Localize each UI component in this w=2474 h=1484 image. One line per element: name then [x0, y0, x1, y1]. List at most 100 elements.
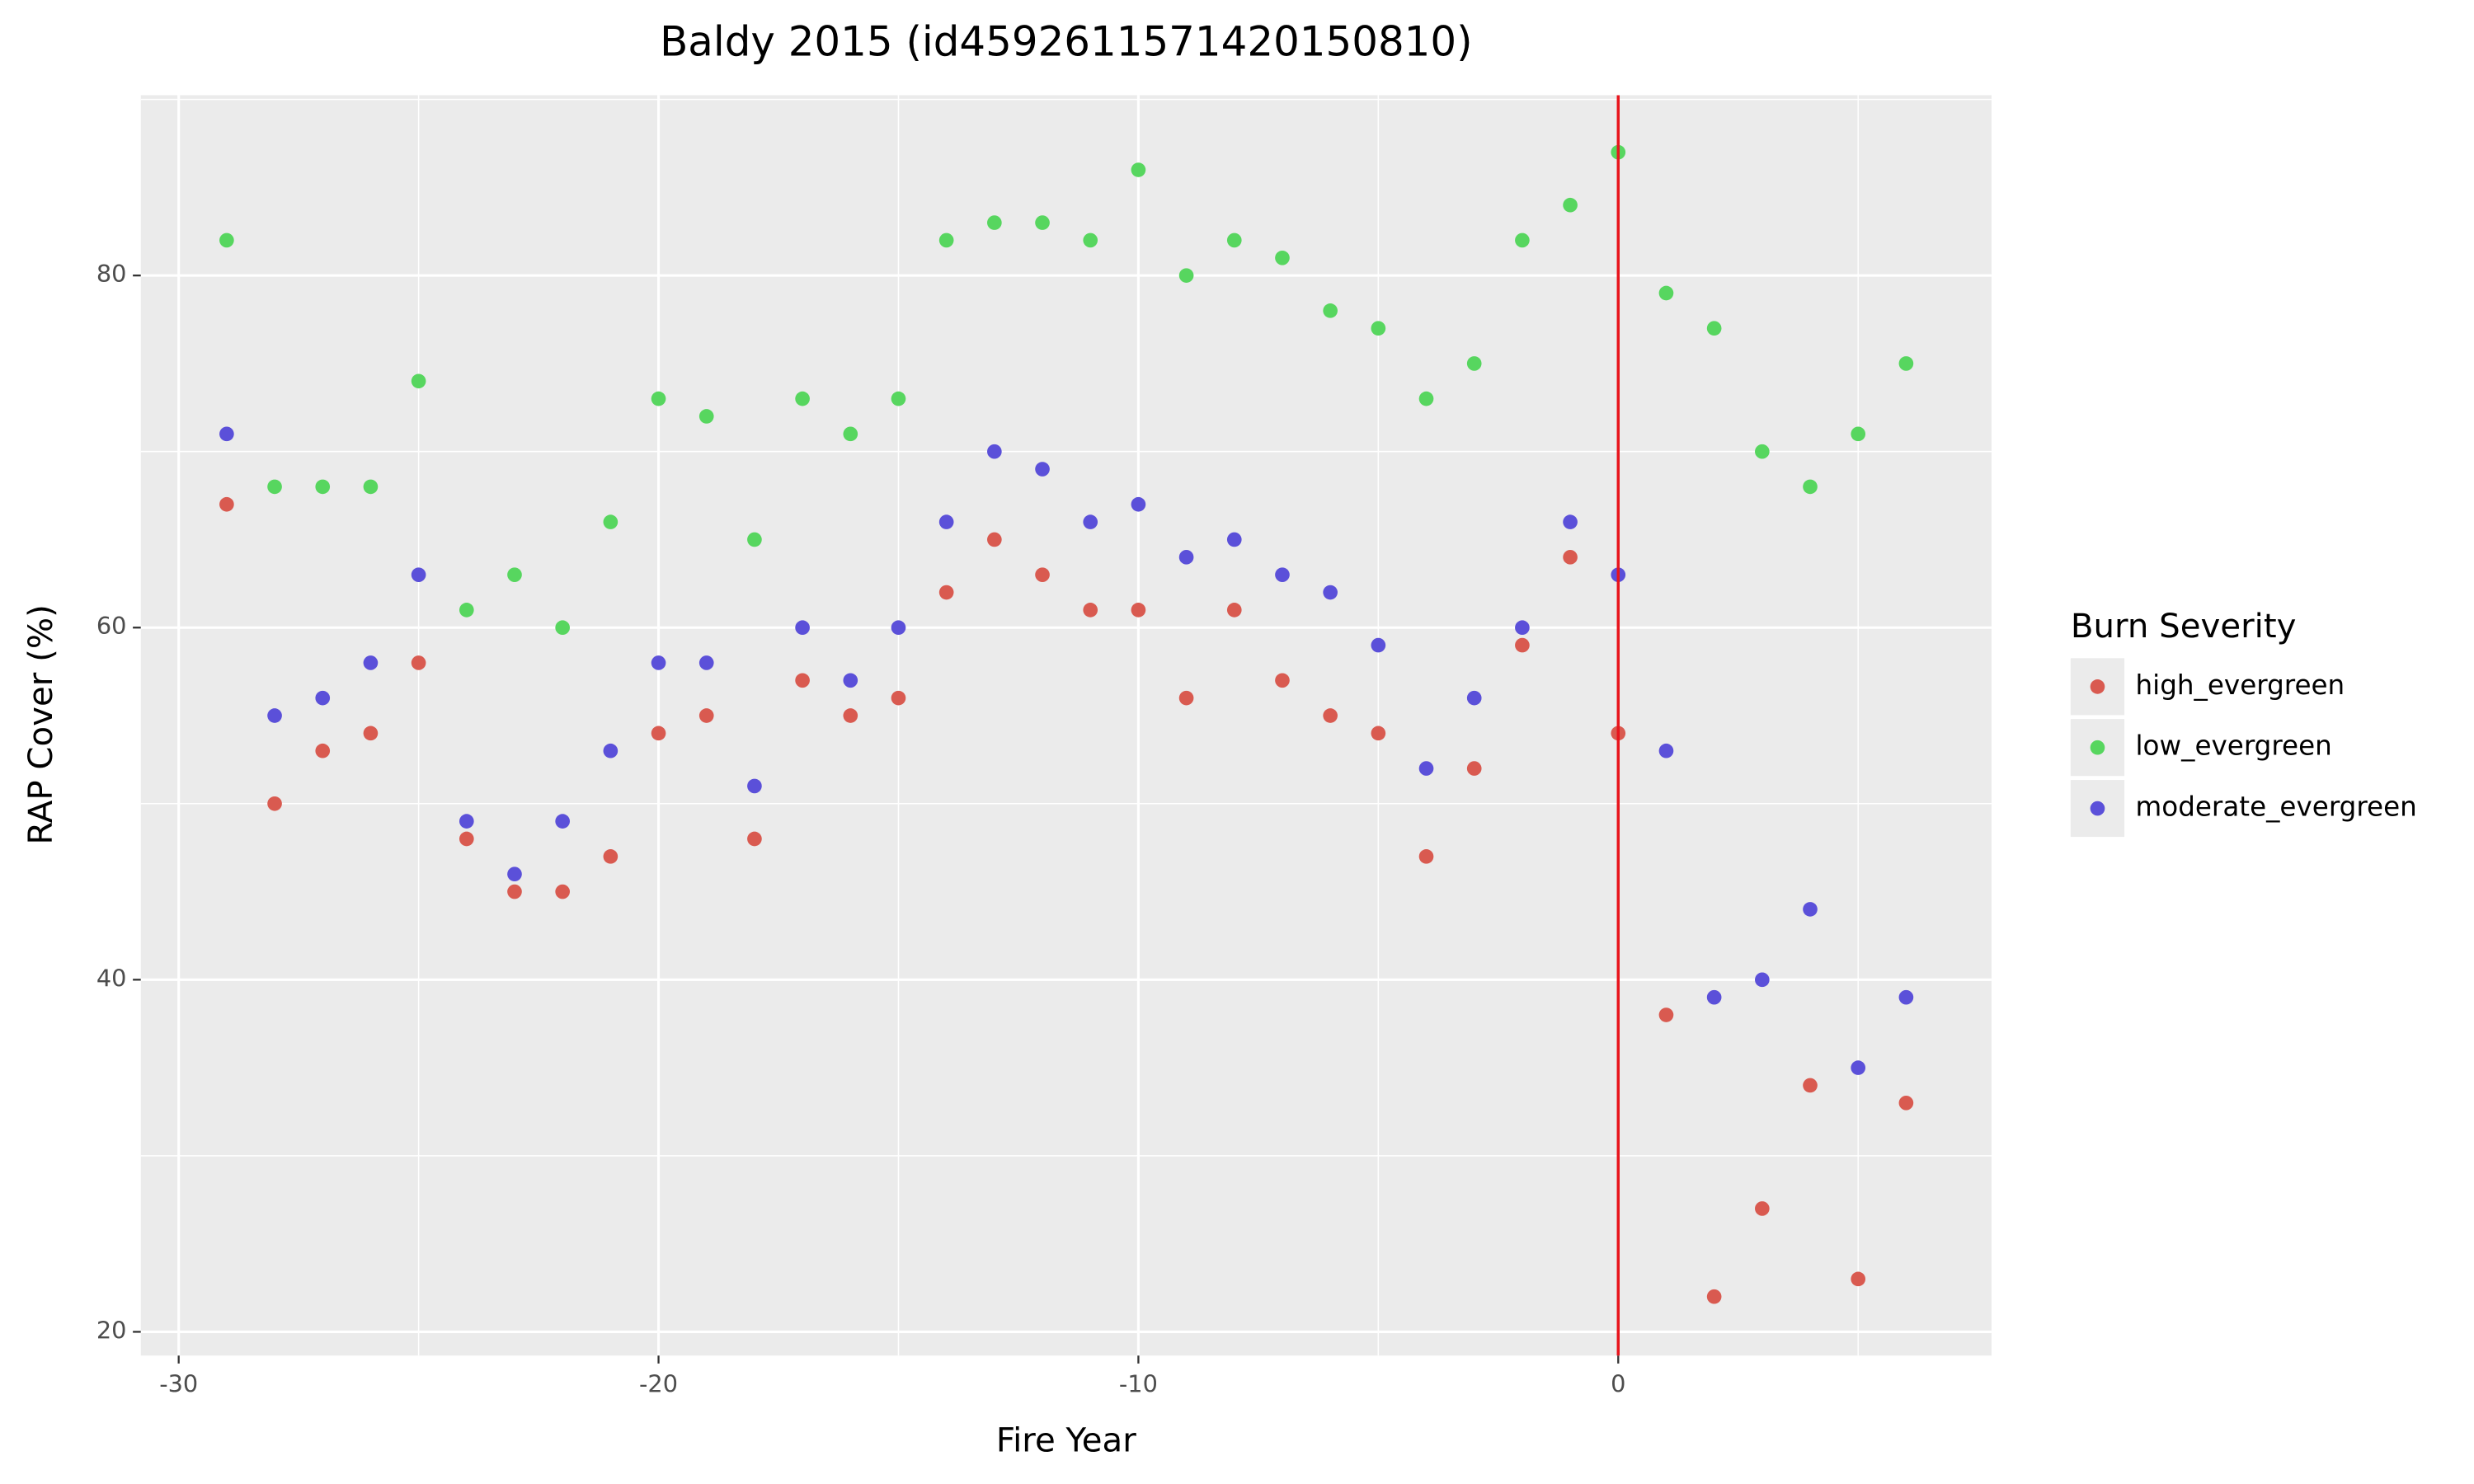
point	[411, 567, 426, 582]
point	[795, 673, 810, 688]
point	[603, 743, 618, 758]
point	[891, 620, 906, 636]
x-tick-label: -20	[639, 1370, 678, 1398]
point	[891, 690, 906, 706]
point	[1563, 514, 1578, 529]
point	[1803, 902, 1818, 917]
point	[1803, 479, 1818, 495]
point	[1131, 162, 1146, 177]
point	[1131, 603, 1146, 618]
chart-title: Baldy 2015 (id4592611571420150810)	[660, 18, 1472, 66]
point	[843, 673, 858, 688]
point	[747, 831, 762, 847]
point	[1178, 549, 1194, 565]
legend-marker	[2090, 801, 2105, 816]
point	[315, 743, 331, 758]
x-tick-label: -30	[159, 1370, 198, 1398]
point	[1706, 321, 1722, 336]
point	[315, 690, 331, 706]
legend-title: Burn Severity	[2071, 608, 2297, 646]
point	[1178, 690, 1194, 706]
point	[938, 585, 954, 600]
point	[1035, 462, 1050, 477]
plot-panel	[140, 95, 1992, 1356]
legend-marker	[2090, 679, 2105, 694]
point	[1275, 250, 1290, 265]
point	[1418, 391, 1434, 406]
point	[1706, 1289, 1722, 1304]
point	[1083, 603, 1098, 618]
point	[1371, 726, 1386, 741]
point	[987, 444, 1002, 459]
point	[1466, 690, 1482, 706]
point	[651, 655, 666, 670]
point	[1226, 232, 1242, 248]
point	[603, 514, 618, 529]
point	[1035, 567, 1050, 582]
point	[1323, 708, 1338, 723]
point	[1418, 761, 1434, 776]
point	[267, 479, 282, 495]
point	[1083, 514, 1098, 529]
legend-label: low_evergreen	[2136, 730, 2332, 762]
point	[795, 391, 810, 406]
point	[1083, 232, 1098, 248]
point	[938, 232, 954, 248]
point	[1371, 637, 1386, 653]
point	[1226, 603, 1242, 618]
point	[219, 426, 234, 442]
point	[1323, 303, 1338, 318]
x-tick-label: -10	[1119, 1370, 1158, 1398]
point	[651, 391, 666, 406]
point	[651, 726, 666, 741]
point	[1466, 356, 1482, 371]
y-tick-label: 80	[96, 260, 127, 288]
legend-marker	[2090, 740, 2105, 755]
point	[1178, 268, 1194, 283]
point	[698, 655, 714, 670]
point	[1466, 761, 1482, 776]
point	[1515, 620, 1530, 636]
point	[219, 232, 234, 248]
x-axis-label: Fire Year	[996, 1422, 1136, 1460]
legend-label: high_evergreen	[2136, 669, 2345, 701]
point	[1803, 1078, 1818, 1093]
point	[1418, 849, 1434, 864]
point	[603, 849, 618, 864]
point	[938, 514, 954, 529]
point	[795, 620, 810, 636]
point	[1658, 1007, 1674, 1022]
point	[1755, 972, 1770, 988]
point	[363, 479, 379, 495]
legend-label: moderate_evergreen	[2136, 791, 2417, 823]
point	[1563, 549, 1578, 565]
point	[843, 426, 858, 442]
point	[1131, 496, 1146, 512]
point	[1515, 637, 1530, 653]
point	[267, 708, 282, 723]
point	[1226, 532, 1242, 547]
point	[1898, 989, 1914, 1005]
point	[267, 796, 282, 811]
point	[1035, 215, 1050, 230]
point	[1851, 1271, 1866, 1287]
point	[843, 708, 858, 723]
y-tick-label: 40	[96, 964, 127, 992]
point	[1275, 673, 1290, 688]
point	[1275, 567, 1290, 582]
point	[1658, 743, 1674, 758]
point	[507, 567, 522, 582]
point	[1563, 197, 1578, 213]
point	[698, 708, 714, 723]
point	[1755, 1201, 1770, 1216]
point	[411, 373, 426, 389]
point	[1658, 285, 1674, 301]
point	[1371, 321, 1386, 336]
point	[459, 603, 474, 618]
point	[1515, 232, 1530, 248]
point	[363, 726, 379, 741]
point	[1323, 585, 1338, 600]
point	[555, 884, 570, 899]
